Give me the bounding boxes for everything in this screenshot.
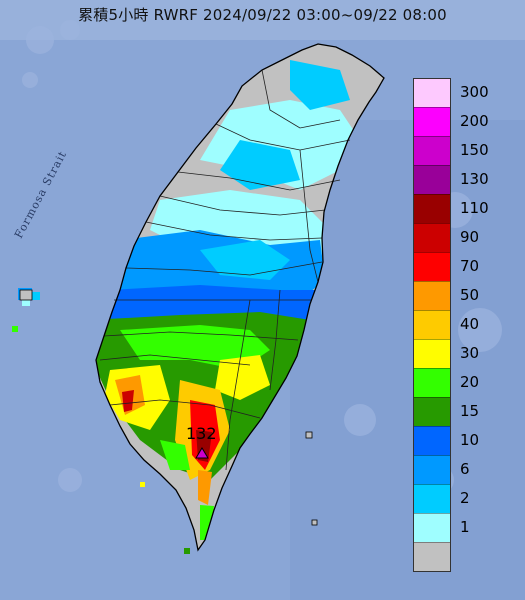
legend-swatch (414, 397, 450, 426)
sea-texture (22, 20, 502, 494)
legend-swatch (414, 79, 450, 107)
legend-swatch (414, 484, 450, 513)
legend-label: 20 (460, 372, 480, 391)
legend-swatch (414, 513, 450, 542)
legend-swatch (414, 223, 450, 252)
legend-swatch (414, 136, 450, 165)
legend-label: 300 (460, 83, 489, 102)
sky-band (0, 0, 525, 40)
taiwan-coastline (95, 43, 385, 552)
legend-label: 110 (460, 199, 489, 218)
rainfall-color-legend (413, 78, 451, 572)
legend-label: 1 (460, 517, 470, 536)
legend-swatch (414, 165, 450, 194)
legend-label: 200 (460, 112, 489, 131)
legend-swatch (414, 281, 450, 310)
legend-label: 150 (460, 141, 489, 160)
legend-label: 90 (460, 228, 480, 247)
map-title: 累積5小時 RWRF 2024/09/22 03:00~09/22 08:00 (78, 6, 447, 24)
legend-label: 6 (460, 459, 470, 478)
max-rainfall-value: 132 (186, 424, 217, 443)
legend-label: 10 (460, 430, 480, 449)
county-boundaries (99, 69, 351, 471)
legend-label: 40 (460, 315, 480, 333)
legend-swatch (414, 455, 450, 484)
legend-swatch (414, 310, 450, 339)
ocean-east-deep (290, 120, 525, 600)
legend-swatch (414, 252, 450, 281)
legend-label: 30 (460, 343, 480, 362)
legend-swatch (414, 339, 450, 368)
legend-label: 130 (460, 170, 489, 189)
legend-label: 70 (460, 257, 480, 276)
legend-swatch (414, 368, 450, 397)
legend-swatch (414, 107, 450, 136)
legend-label: 50 (460, 286, 480, 305)
legend-swatch (414, 542, 450, 571)
legend-swatch (414, 194, 450, 223)
legend-swatch (414, 426, 450, 455)
legend-label: 15 (460, 401, 480, 420)
outlying-islands (19, 289, 318, 526)
max-rainfall-marker-icon (195, 447, 209, 459)
legend-label: 2 (460, 488, 470, 507)
